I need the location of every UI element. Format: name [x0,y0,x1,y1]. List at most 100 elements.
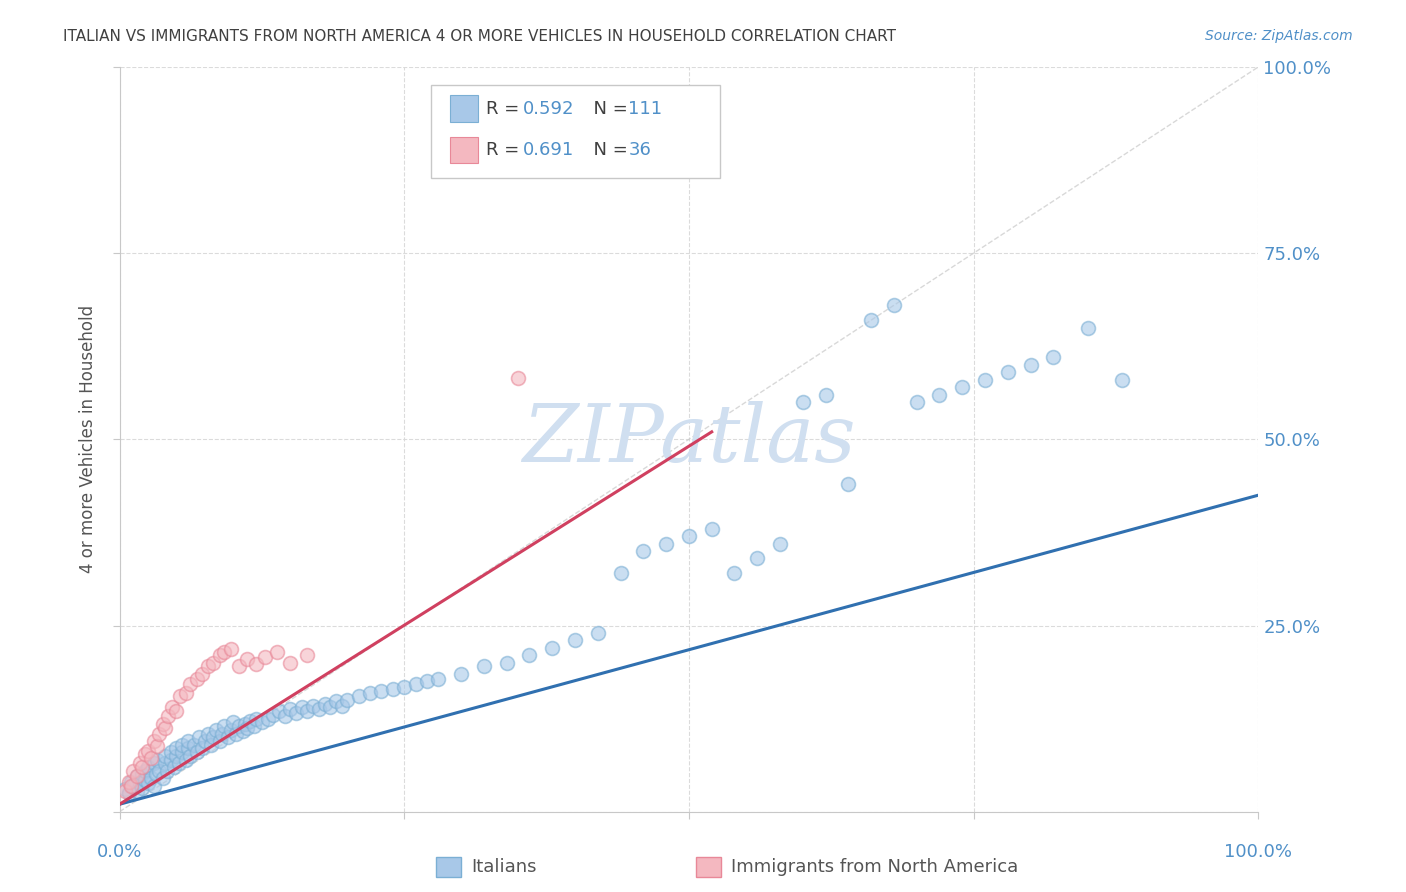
Point [159,753,181,767]
Point [167,756,190,771]
Point [450,667,472,681]
Point [239,714,262,728]
Point [131,780,153,795]
Point [183,738,205,752]
Point [655,536,678,550]
Point [142,756,165,771]
Point [114,784,136,798]
Text: 111: 111 [628,100,662,118]
Point [541,640,564,655]
Point [723,566,745,581]
Text: N =: N = [582,141,633,159]
Point [950,380,973,394]
Point [153,756,176,771]
Point [129,776,152,790]
Point [201,730,224,744]
Point [166,704,188,718]
Text: 0.691: 0.691 [523,141,574,159]
Point [172,738,194,752]
Text: N =: N = [582,100,633,118]
Text: 36: 36 [628,141,651,159]
Point [141,771,163,785]
Point [152,716,174,731]
Point [145,767,167,781]
Point [174,753,197,767]
Point [166,748,188,763]
Point [214,644,236,658]
Point [472,659,495,673]
Point [225,726,247,740]
Point [134,764,156,778]
Point [245,657,267,672]
Point [860,313,883,327]
Point [214,719,236,733]
Point [302,698,325,713]
Point [152,771,174,785]
Point [1077,320,1099,334]
Point [291,700,314,714]
Y-axis label: 4 or more Vehicles in Household: 4 or more Vehicles in Household [79,305,97,574]
Point [273,709,295,723]
Point [347,690,370,704]
Text: R =: R = [486,141,526,159]
Point [495,656,517,670]
Text: 0.0%: 0.0% [97,843,142,861]
Point [308,702,330,716]
Point [285,706,308,721]
Point [120,779,142,793]
Point [208,734,231,748]
Point [222,715,245,730]
Point [506,371,529,385]
Point [136,776,159,790]
Point [200,738,222,752]
Point [197,659,219,673]
Point [120,775,142,789]
Point [233,716,256,731]
Point [564,633,586,648]
Point [122,764,145,778]
Point [174,685,197,699]
Point [134,747,156,761]
Point [125,769,148,783]
Point [1019,358,1042,372]
Point [129,756,152,771]
Point [633,544,655,558]
Point [254,649,277,664]
Point [146,739,169,754]
Point [153,748,176,763]
Point [159,745,181,759]
Text: 0.592: 0.592 [523,100,574,118]
Point [228,659,250,673]
Point [609,566,631,581]
Point [236,721,259,735]
Point [156,764,179,778]
Point [148,726,170,740]
Point [278,702,302,716]
Point [314,697,336,711]
Point [519,648,541,663]
Text: Immigrants from North America: Immigrants from North America [731,858,1018,876]
Point [136,760,159,774]
Point [219,642,242,657]
Point [370,684,392,698]
Point [177,734,200,748]
Text: 100.0%: 100.0% [1225,843,1292,861]
Point [186,745,208,759]
Point [586,626,609,640]
Point [231,724,253,739]
Point [153,721,176,735]
Point [131,767,153,781]
Point [883,298,905,312]
Point [228,719,250,733]
Point [236,652,259,666]
Point [148,764,170,778]
Point [186,672,208,686]
Point [142,779,165,793]
Point [160,700,183,714]
Point [136,744,159,758]
Point [201,656,224,670]
Point [190,667,212,681]
Point [792,395,814,409]
Point [125,769,148,783]
Point [166,741,188,756]
